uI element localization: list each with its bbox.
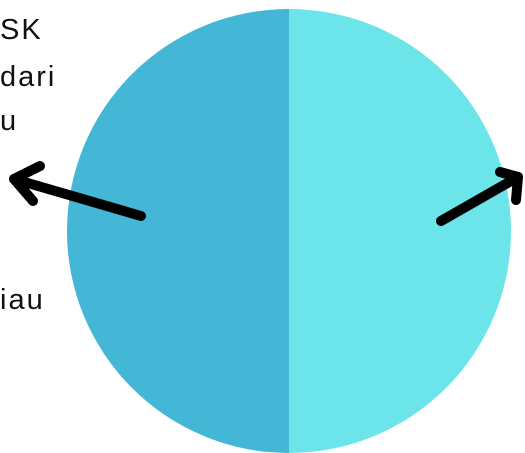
- pie-slice-1: [67, 9, 289, 453]
- left-arrow: [9, 161, 146, 221]
- pie-slice-2: [289, 9, 511, 453]
- left-arrow-shaft: [9, 174, 146, 221]
- right-arrow-shaft: [436, 172, 523, 226]
- left-arrow-head: [9, 161, 45, 206]
- left-text-fragment-4: iau: [0, 284, 45, 316]
- right-arrow: [436, 167, 523, 226]
- arrows: [9, 161, 523, 226]
- left-text-fragment-2: dari: [0, 61, 57, 93]
- left-text-fragment-1: SK: [0, 14, 43, 46]
- left-text-fragment-3: u: [0, 105, 19, 137]
- pie-slices: [67, 9, 511, 453]
- right-arrow-head: [495, 167, 523, 205]
